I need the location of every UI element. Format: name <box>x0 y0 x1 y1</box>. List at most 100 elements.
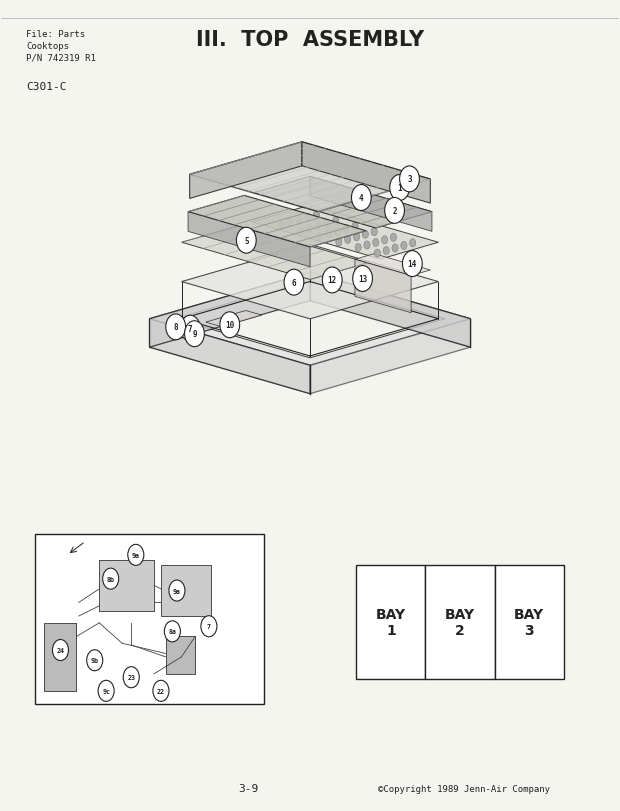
Circle shape <box>315 222 321 230</box>
Polygon shape <box>182 245 438 320</box>
Text: BAY
2: BAY 2 <box>445 607 475 637</box>
Circle shape <box>103 569 118 590</box>
Bar <box>99 560 154 611</box>
Polygon shape <box>302 143 430 204</box>
Text: 9a: 9a <box>173 588 181 594</box>
Text: Cooktops: Cooktops <box>26 42 69 51</box>
Polygon shape <box>355 260 411 313</box>
Text: 9a: 9a <box>132 552 140 558</box>
Text: 8a: 8a <box>169 629 176 634</box>
Text: 6: 6 <box>291 278 296 287</box>
Circle shape <box>201 616 217 637</box>
Circle shape <box>326 230 332 238</box>
Circle shape <box>296 217 302 225</box>
Circle shape <box>284 270 304 296</box>
Bar <box>495 565 564 679</box>
Text: III.  TOP  ASSEMBLY: III. TOP ASSEMBLY <box>196 30 424 49</box>
Circle shape <box>306 225 312 233</box>
Polygon shape <box>310 272 471 348</box>
Circle shape <box>87 650 103 671</box>
Circle shape <box>180 315 200 341</box>
Circle shape <box>336 238 342 247</box>
Circle shape <box>352 186 371 211</box>
Circle shape <box>236 228 256 254</box>
Text: 9c: 9c <box>102 688 110 694</box>
Polygon shape <box>206 311 262 328</box>
Circle shape <box>362 231 368 239</box>
Text: BAY
3: BAY 3 <box>514 607 544 637</box>
Text: 8: 8 <box>174 323 178 332</box>
Circle shape <box>317 233 323 241</box>
Circle shape <box>353 234 360 242</box>
Circle shape <box>391 234 397 242</box>
Circle shape <box>164 621 180 642</box>
Circle shape <box>384 198 404 224</box>
Text: 23: 23 <box>127 675 135 680</box>
Text: 9: 9 <box>192 330 197 339</box>
Circle shape <box>374 250 381 258</box>
Circle shape <box>400 167 419 192</box>
Circle shape <box>355 244 361 252</box>
Text: 24: 24 <box>56 647 64 653</box>
Polygon shape <box>175 281 445 358</box>
Circle shape <box>343 225 349 234</box>
Text: 7: 7 <box>207 624 211 629</box>
Text: P/N 742319 R1: P/N 742319 R1 <box>26 54 96 63</box>
Polygon shape <box>190 143 302 200</box>
Polygon shape <box>149 320 310 394</box>
Circle shape <box>402 251 422 277</box>
Text: 7: 7 <box>188 324 193 333</box>
Polygon shape <box>355 255 430 277</box>
Polygon shape <box>252 206 438 260</box>
Text: 10: 10 <box>225 321 234 330</box>
Circle shape <box>123 667 140 688</box>
Text: 1: 1 <box>397 184 402 193</box>
Text: ©Copyright 1989 Jenn-Air Company: ©Copyright 1989 Jenn-Air Company <box>378 784 551 793</box>
Polygon shape <box>149 272 310 348</box>
Text: File: Parts: File: Parts <box>26 30 85 39</box>
Polygon shape <box>310 177 432 232</box>
Polygon shape <box>149 272 471 366</box>
Polygon shape <box>182 226 368 280</box>
Circle shape <box>373 239 379 247</box>
Polygon shape <box>149 301 471 394</box>
Circle shape <box>353 266 373 292</box>
Circle shape <box>304 214 311 222</box>
Text: C301-C: C301-C <box>26 82 66 92</box>
Text: BAY
1: BAY 1 <box>376 607 406 637</box>
Text: 3-9: 3-9 <box>238 783 259 793</box>
Circle shape <box>313 212 319 220</box>
Circle shape <box>383 247 389 255</box>
Text: 22: 22 <box>157 688 165 694</box>
Circle shape <box>332 217 339 225</box>
Circle shape <box>297 227 303 235</box>
Circle shape <box>128 545 144 566</box>
Circle shape <box>334 228 340 236</box>
Text: 5: 5 <box>244 237 249 246</box>
Circle shape <box>410 239 416 247</box>
Circle shape <box>322 268 342 294</box>
Text: 12: 12 <box>327 276 337 285</box>
Text: 13: 13 <box>358 275 367 284</box>
Bar <box>35 534 264 705</box>
Circle shape <box>352 223 358 231</box>
Bar <box>45 623 76 691</box>
Circle shape <box>371 229 378 237</box>
Text: 8b: 8b <box>107 576 115 582</box>
Circle shape <box>401 242 407 250</box>
Circle shape <box>166 315 185 341</box>
Polygon shape <box>254 177 432 229</box>
Circle shape <box>364 242 370 250</box>
Bar <box>161 565 211 616</box>
Bar <box>356 565 425 679</box>
Polygon shape <box>190 143 430 212</box>
Circle shape <box>169 581 185 601</box>
Circle shape <box>381 237 388 245</box>
Circle shape <box>185 321 205 347</box>
Text: 4: 4 <box>359 194 364 203</box>
Circle shape <box>53 640 68 661</box>
Polygon shape <box>188 212 310 268</box>
Circle shape <box>392 245 398 253</box>
Circle shape <box>390 175 409 201</box>
Circle shape <box>345 236 351 244</box>
